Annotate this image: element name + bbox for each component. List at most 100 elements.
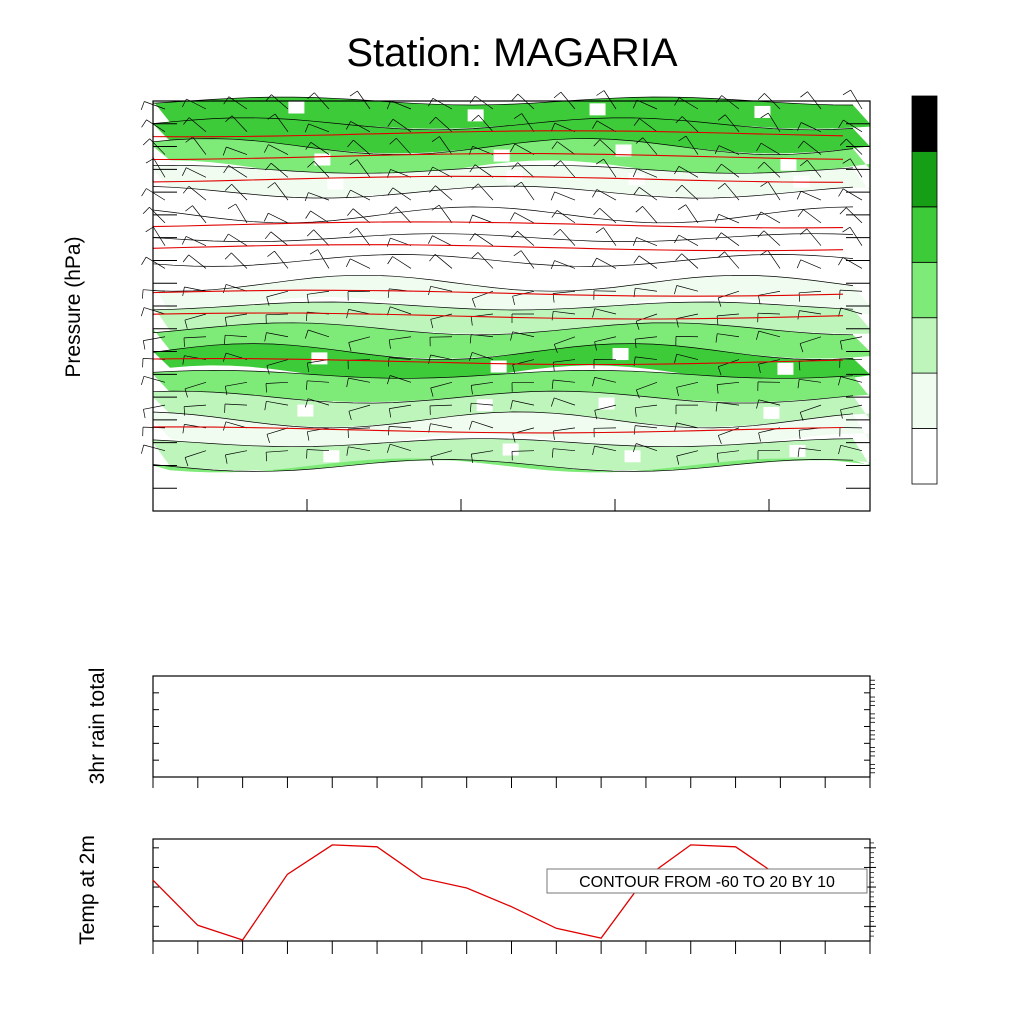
wind-barb: [474, 164, 494, 178]
wind-speed-band: [153, 458, 870, 473]
colorbar-box: [911, 261, 938, 319]
contour-label-bg: [615, 144, 632, 157]
wind-barb-flag: [551, 141, 558, 150]
wind-barb-flag: [305, 142, 312, 150]
wind-barb-flag: [430, 456, 434, 466]
wind-barb: [517, 230, 535, 246]
wind-barb-flag: [389, 206, 397, 214]
wind-barb: [594, 377, 617, 383]
wind-barb: [806, 228, 822, 246]
colorbar-box: [911, 372, 938, 429]
wind-barb-flag: [594, 410, 598, 420]
wind-barb-flag: [431, 136, 440, 142]
wind-barb-flag: [431, 204, 440, 211]
wind-barb: [143, 336, 166, 341]
wind-barb-flag: [714, 145, 720, 154]
wind-barb-flag: [306, 229, 314, 237]
wind-barb-flag: [592, 189, 598, 198]
wind-barb-flag: [306, 362, 310, 372]
wind-barb-flag: [141, 444, 145, 454]
wind-barb-flag: [758, 295, 761, 305]
wind-barb-flag: [387, 357, 390, 367]
wind-barb: [348, 336, 371, 343]
wind-barb: [717, 402, 740, 406]
wind-barb-flag: [264, 401, 267, 411]
wind-barb: [143, 307, 166, 315]
wind-barb: [471, 420, 494, 429]
isotherm-line: [152, 426, 844, 434]
wind-barb: [763, 230, 781, 246]
wind-barb: [389, 404, 412, 409]
wind-speed-band: [153, 275, 870, 315]
contour-label: [789, 444, 806, 457]
wind-barb-flag: [223, 165, 229, 174]
wind-barb-flag: [592, 446, 595, 455]
wind-barb-flag: [840, 340, 843, 350]
isotherm-line: [152, 312, 844, 320]
wind-speed-band: [153, 138, 870, 179]
wind-barb: [520, 250, 535, 269]
wind-barb-flag: [309, 249, 318, 255]
wind-barb-flag: [799, 343, 804, 353]
wind-barb: [266, 450, 289, 453]
wind-barb-flag: [145, 226, 154, 233]
pressure-axis: [153, 100, 870, 512]
wind-barb: [556, 210, 576, 224]
wind-barb-flag: [592, 120, 598, 129]
wind-barb: [188, 254, 207, 269]
wind-barb: [767, 250, 781, 269]
wind-barb-flag: [513, 250, 522, 257]
wind-barb: [724, 251, 740, 269]
wind-barb: [760, 142, 781, 155]
wind-barb-flag: [349, 159, 358, 166]
wind-barb: [758, 330, 781, 338]
wind-barb: [849, 227, 863, 246]
wind-barb-flag: [142, 289, 144, 299]
wind-barb: [266, 400, 289, 406]
wind-barb-flag: [551, 311, 554, 321]
wind-barb: [143, 289, 166, 292]
wind-barb-flag: [715, 333, 718, 343]
colorbar-box: [911, 428, 938, 485]
wind-barb-flag: [635, 206, 643, 213]
wind-barb: [840, 444, 863, 452]
wind-speed-band: [153, 117, 870, 154]
wind-barb: [843, 119, 863, 133]
wind-barb-flag: [347, 139, 354, 148]
wind-barb: [183, 336, 207, 339]
isotherm-line: [152, 153, 844, 161]
wind-barb-flag: [348, 411, 352, 420]
wind-barb: [717, 450, 740, 454]
contour-label: [777, 362, 794, 375]
contour-label-bg: [780, 158, 797, 171]
wind-barb-flag: [760, 181, 769, 187]
wind-barb: [266, 427, 289, 435]
wind-barb: [512, 400, 535, 406]
wind-barb: [635, 287, 658, 292]
wind-barb-flag: [838, 119, 844, 128]
wind-barb-flag: [182, 424, 185, 434]
wind-barb-flag: [756, 331, 760, 340]
wind-barb-flag: [224, 252, 232, 260]
wind-barb: [432, 97, 453, 110]
wind-barb: [839, 358, 863, 360]
wind-barb: [757, 312, 781, 315]
wind-barb: [603, 90, 617, 110]
wind-barb: [471, 334, 494, 338]
temperature-axis-label: Temp at 2m: [76, 835, 99, 945]
wind-barb: [224, 403, 248, 406]
wind-barb-flag: [387, 256, 393, 265]
wind-barb-flag: [181, 98, 187, 108]
wind-barb: [145, 256, 166, 269]
wind-barb-flag: [304, 123, 309, 133]
wind-barb: [356, 159, 371, 178]
wind-barb-flag: [471, 183, 479, 191]
wind-barb: [313, 229, 330, 246]
wind-barb-flag: [796, 191, 802, 200]
wind-barb: [676, 381, 699, 388]
wind-barb-flag: [675, 184, 683, 192]
wind-barb: [636, 168, 658, 178]
wind-barb: [560, 160, 576, 178]
wind-barb: [685, 204, 699, 224]
wind-barb-flag: [509, 212, 515, 221]
